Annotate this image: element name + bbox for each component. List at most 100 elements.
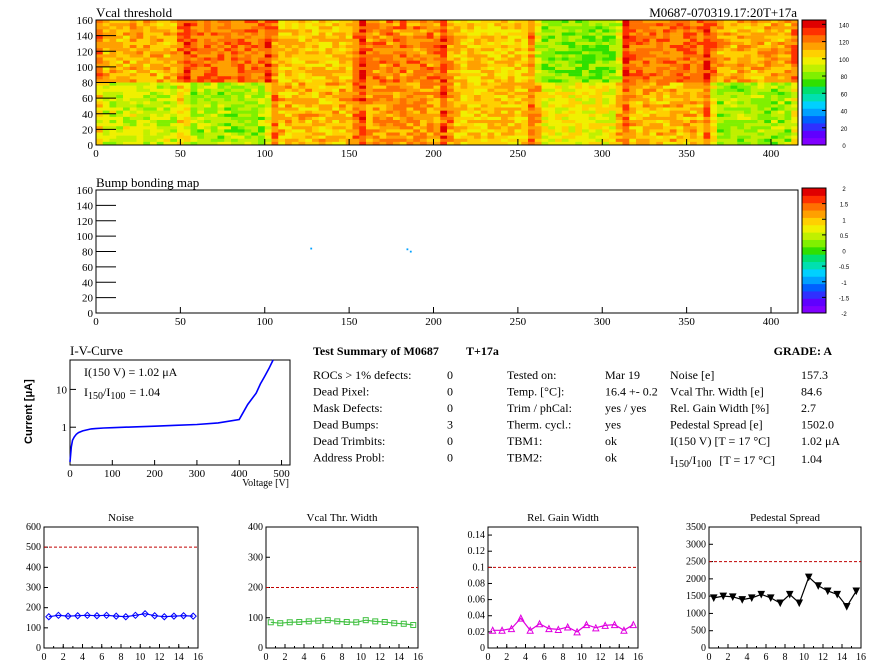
heatmap-cell	[129, 63, 137, 68]
heatmap-cell	[555, 70, 563, 74]
heatmap-cell	[582, 104, 590, 108]
heatmap-cell	[521, 73, 529, 77]
heatmap-cell	[217, 32, 225, 36]
heatmap-cell	[426, 129, 434, 133]
heatmap-cell	[494, 123, 502, 127]
heatmap-cell	[244, 70, 252, 74]
heatmap-cell	[494, 132, 502, 136]
heatmap-cell	[156, 38, 164, 43]
data-point	[629, 620, 638, 629]
heatmap-cell	[737, 54, 745, 58]
heatmap-cell	[96, 20, 104, 24]
heatmap-cell	[278, 73, 286, 77]
heatmap-cell	[143, 20, 151, 24]
heatmap-cell	[163, 91, 171, 96]
heatmap-cell	[366, 113, 374, 118]
heatmap-cell	[656, 91, 664, 96]
heatmap-cell	[379, 107, 387, 111]
heatmap-cell	[237, 113, 245, 118]
heatmap-cell	[703, 35, 711, 40]
heatmap-cell	[271, 38, 279, 43]
colorbar-band	[802, 305, 826, 314]
heatmap-cell	[291, 73, 299, 77]
heatmap-cell	[602, 54, 610, 58]
heatmap-cell	[690, 82, 698, 86]
heatmap-cell	[764, 129, 772, 133]
heatmap-cell	[291, 107, 299, 111]
heatmap-cell	[771, 76, 779, 80]
heatmap-cell	[366, 20, 374, 24]
heatmap-cell	[703, 85, 711, 90]
heatmap-cell	[561, 73, 569, 77]
heatmap-cell	[487, 41, 495, 46]
heatmap-cell	[298, 135, 306, 140]
heatmap-cell	[453, 70, 461, 74]
heatmap-cell	[487, 76, 495, 80]
heatmap-cell	[291, 85, 299, 90]
heatmap-cell	[602, 63, 610, 68]
heatmap-cell	[514, 107, 522, 111]
heatmap-cell	[494, 35, 502, 40]
colorbar-tick-label: 140	[839, 23, 850, 29]
heatmap-cell	[622, 26, 630, 30]
heatmap-cell	[710, 85, 718, 90]
heatmap-cell	[548, 85, 556, 90]
heatmap-cell	[474, 107, 482, 111]
x-tick-label: 14	[394, 652, 404, 663]
heatmap-cell	[298, 113, 306, 118]
heatmap-cell	[561, 57, 569, 61]
iv-curve-title: I-V-Curve	[70, 343, 123, 358]
heatmap-cell	[258, 138, 266, 143]
heatmap-cell	[642, 26, 650, 30]
heatmap-cell	[177, 132, 185, 136]
heatmap-cell	[345, 98, 353, 102]
heatmap-cell	[183, 26, 191, 30]
heatmap-cell	[190, 57, 198, 61]
heatmap-cell	[703, 76, 711, 80]
heatmap-cell	[669, 60, 677, 65]
heatmap-cell	[730, 63, 738, 68]
heatmap-cell	[136, 66, 144, 71]
heatmap-cell	[251, 54, 259, 58]
heatmap-cell	[501, 79, 509, 83]
heatmap-cell	[271, 116, 279, 121]
heatmap-cell	[129, 26, 137, 30]
heatmap-cell	[575, 116, 583, 121]
heatmap-cell	[541, 57, 549, 61]
heatmap-cell	[777, 82, 785, 86]
heatmap-cell	[507, 101, 515, 105]
vcal-threshold-title: Vcal threshold	[96, 5, 173, 20]
heatmap-cell	[649, 66, 657, 71]
heatmap-cell	[244, 20, 252, 24]
heatmap-cell	[696, 132, 704, 136]
heatmap-cell	[750, 51, 758, 55]
heatmap-cell	[305, 138, 313, 143]
heatmap-cell	[244, 45, 252, 49]
heatmap-cell	[264, 35, 272, 40]
heatmap-cell	[528, 88, 536, 93]
heatmap-cell	[528, 110, 536, 115]
heatmap-cell	[622, 88, 630, 93]
heatmap-cell	[575, 120, 583, 124]
heatmap-cell	[298, 35, 306, 40]
summary-defect-value: 3	[447, 418, 453, 432]
heatmap-cell	[501, 116, 509, 121]
heatmap-cell	[615, 76, 623, 80]
heatmap-cell	[352, 98, 360, 102]
heatmap-cell	[285, 95, 293, 99]
heatmap-cell	[339, 79, 347, 83]
heatmap-cell	[440, 107, 448, 111]
heatmap-cell	[717, 57, 725, 61]
heatmap-cell	[683, 29, 691, 33]
heatmap-cell	[757, 141, 765, 146]
heatmap-cell	[568, 70, 576, 74]
heatmap-cell	[345, 38, 353, 43]
heatmap-cell	[210, 113, 218, 118]
ratio-sep: /I	[689, 453, 696, 467]
heatmap-cell	[717, 88, 725, 93]
heatmap-cell	[528, 70, 536, 74]
heatmap-cell	[440, 85, 448, 90]
heatmap-cell	[764, 91, 772, 96]
heatmap-cell	[271, 60, 279, 65]
data-point	[842, 603, 851, 611]
